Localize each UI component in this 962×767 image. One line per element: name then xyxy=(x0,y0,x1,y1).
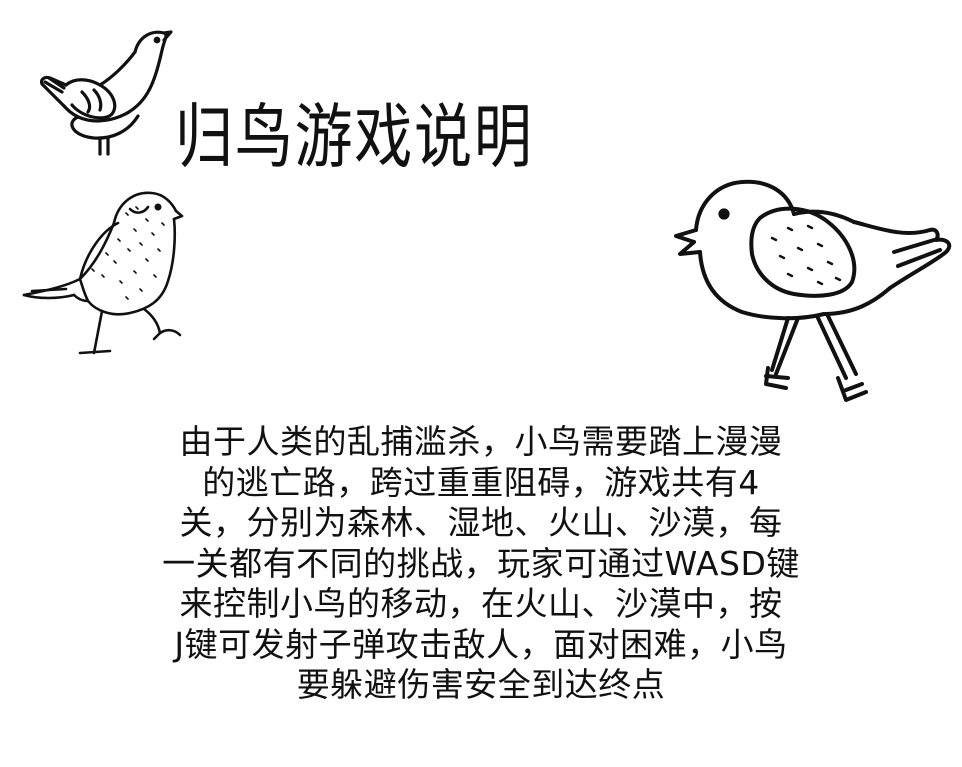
page-title: 归鸟游戏说明 xyxy=(175,96,534,178)
description-line: 一关都有不同的挑战，玩家可通过WASD键 xyxy=(162,543,800,583)
description-line: 来控制小鸟的移动，在火山、沙漠中，按 xyxy=(179,584,783,623)
bird-icon xyxy=(22,191,184,355)
description-line: 要躲避伤害安全到达终点 xyxy=(296,665,666,704)
bird-icon xyxy=(39,30,173,156)
description-line: 关，分别为森林、湿地、火山、沙漠，每 xyxy=(179,503,783,542)
description-line: 由于人类的乱捕滥杀，小鸟需要踏上漫漫 xyxy=(179,422,783,461)
bird-icon xyxy=(674,179,952,402)
game-description: 由于人类的乱捕滥杀，小鸟需要踏上漫漫 的逃亡路，跨过重重阻碍，游戏共有4 关，分… xyxy=(96,422,866,706)
description-line: J键可发射子弹攻击敌人，面对困难，小鸟 xyxy=(174,624,788,664)
description-line: 的逃亡路，跨过重重阻碍，游戏共有4 xyxy=(202,462,760,502)
